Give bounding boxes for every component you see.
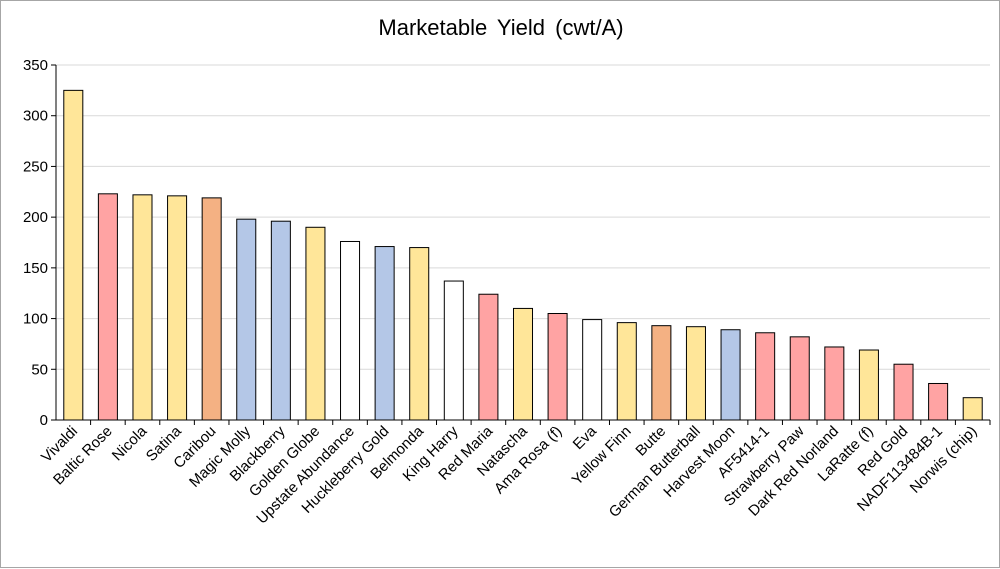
- bar-caribou: [201, 197, 222, 421]
- y-tick-label: 150: [23, 260, 48, 277]
- bar-huckleberry-gold: [374, 246, 395, 421]
- y-tick-label: 300: [23, 108, 48, 125]
- bar-red-gold: [893, 363, 914, 421]
- y-tick-label: 50: [31, 361, 48, 378]
- x-category-label: Nicola: [109, 422, 151, 464]
- bar-vivaldi: [63, 89, 84, 421]
- bar-af5414-1: [755, 332, 776, 421]
- bar-norwis-chip: [962, 397, 983, 421]
- bar-strawberry-paw: [789, 336, 810, 421]
- bar-ama-rosa-f: [547, 313, 568, 421]
- bar-magic-molly: [236, 218, 257, 421]
- bar-golden-globe: [305, 226, 326, 421]
- bar-blackberry: [270, 220, 291, 421]
- bar-belmonda: [409, 247, 430, 421]
- bar-natascha: [512, 307, 534, 421]
- y-tick-label: 100: [23, 311, 48, 328]
- bar-german-butterball: [685, 326, 706, 421]
- bar-harvest-moon: [720, 329, 741, 421]
- bar-baltic-rose: [97, 193, 118, 421]
- bar-red-maria: [478, 293, 499, 421]
- y-tick-label: 350: [23, 57, 48, 74]
- bar-king-harry: [443, 280, 464, 421]
- y-tick-label: 0: [40, 412, 48, 429]
- bar-dark-red-norland: [824, 346, 845, 421]
- bar-laratte-f: [858, 349, 879, 421]
- chart-title: Marketable Yield (cwt/A): [378, 15, 624, 40]
- bar-nadf113484b-1: [928, 382, 949, 421]
- y-tick-label: 200: [23, 209, 48, 226]
- bar-satina: [167, 195, 188, 421]
- bar-nicola: [132, 194, 153, 421]
- bar-eva: [582, 319, 603, 421]
- bar-upstate-abundance: [340, 240, 361, 421]
- bar-yellow-finn: [616, 322, 637, 421]
- bar-butte: [651, 325, 672, 421]
- y-tick-label: 250: [23, 158, 48, 175]
